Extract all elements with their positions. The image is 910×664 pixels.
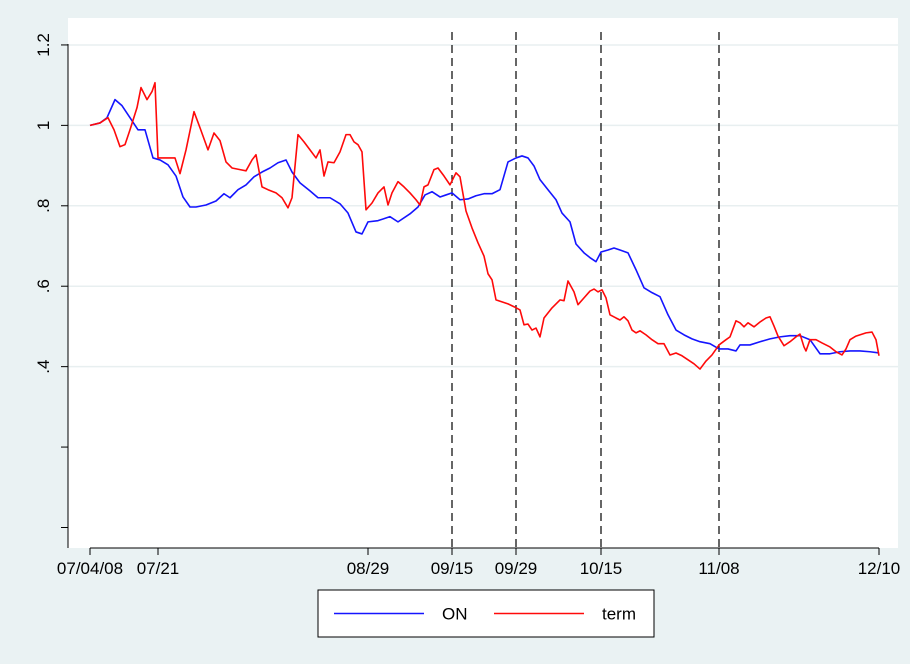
x-tick-label: 07/21 <box>137 559 180 578</box>
x-tick-label: 11/08 <box>698 559 739 578</box>
x-tick-label: 09/15 <box>431 559 474 578</box>
series-line <box>89 81 880 370</box>
y-tick-label: .4 <box>34 360 53 374</box>
x-tick-label: 08/29 <box>347 559 390 578</box>
x-tick-label: 10/15 <box>580 559 623 578</box>
x-tick-label: 09/29 <box>495 559 538 578</box>
plot-area <box>68 18 898 548</box>
x-tick-label: 07/04/08 <box>57 559 123 578</box>
y-tick-label: 1.2 <box>34 33 53 57</box>
y-tick-label: 1 <box>34 121 53 130</box>
y-tick-label: .6 <box>34 279 53 293</box>
legend-label: term <box>602 605 636 624</box>
y-tick-label: .8 <box>34 199 53 213</box>
series-line <box>89 98 880 355</box>
x-tick-label: 12/10 <box>858 559 901 578</box>
legend-label: ON <box>442 605 468 624</box>
